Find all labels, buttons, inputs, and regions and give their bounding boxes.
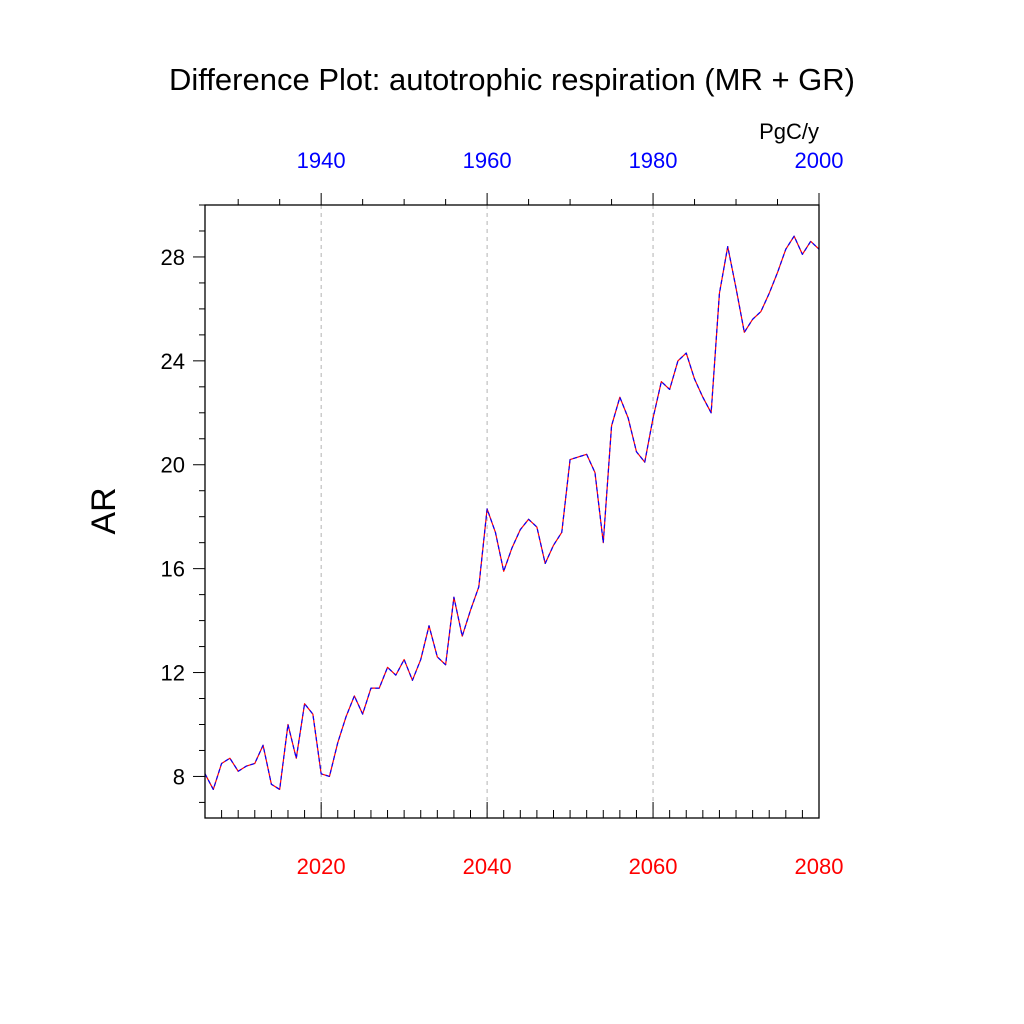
top-tick-label: 1960 <box>463 148 512 173</box>
y-tick-label: 12 <box>161 661 185 686</box>
tick-labels: 2020 2040 2060 2080 1940 1960 1980 2000 8 12 16 20 2… <box>161 148 844 879</box>
top-tick-label: 2000 <box>795 148 844 173</box>
y-tick-label: 8 <box>173 764 185 789</box>
series-line-1 <box>204 235 820 791</box>
y-tick-label: 16 <box>161 557 185 582</box>
x-tick-label: 2060 <box>629 854 678 879</box>
chart-title: Difference Plot: autotrophic respiration… <box>169 62 855 97</box>
y-tick-label: 24 <box>161 349 185 374</box>
series-line-2 <box>204 235 820 791</box>
y-axis-label: AR <box>85 487 123 534</box>
x-tick-label: 2040 <box>463 854 512 879</box>
plot-frame <box>204 204 820 819</box>
y-tick-label: 28 <box>161 245 185 270</box>
y-tick-label: 20 <box>161 453 185 478</box>
series-layer <box>204 235 820 791</box>
top-tick-label: 1980 <box>629 148 678 173</box>
axis-ticks <box>193 193 820 818</box>
x-tick-label: 2020 <box>297 854 346 879</box>
top-tick-label: 1940 <box>297 148 346 173</box>
units-label: PgC/y <box>759 119 819 144</box>
x-tick-label: 2080 <box>795 854 844 879</box>
